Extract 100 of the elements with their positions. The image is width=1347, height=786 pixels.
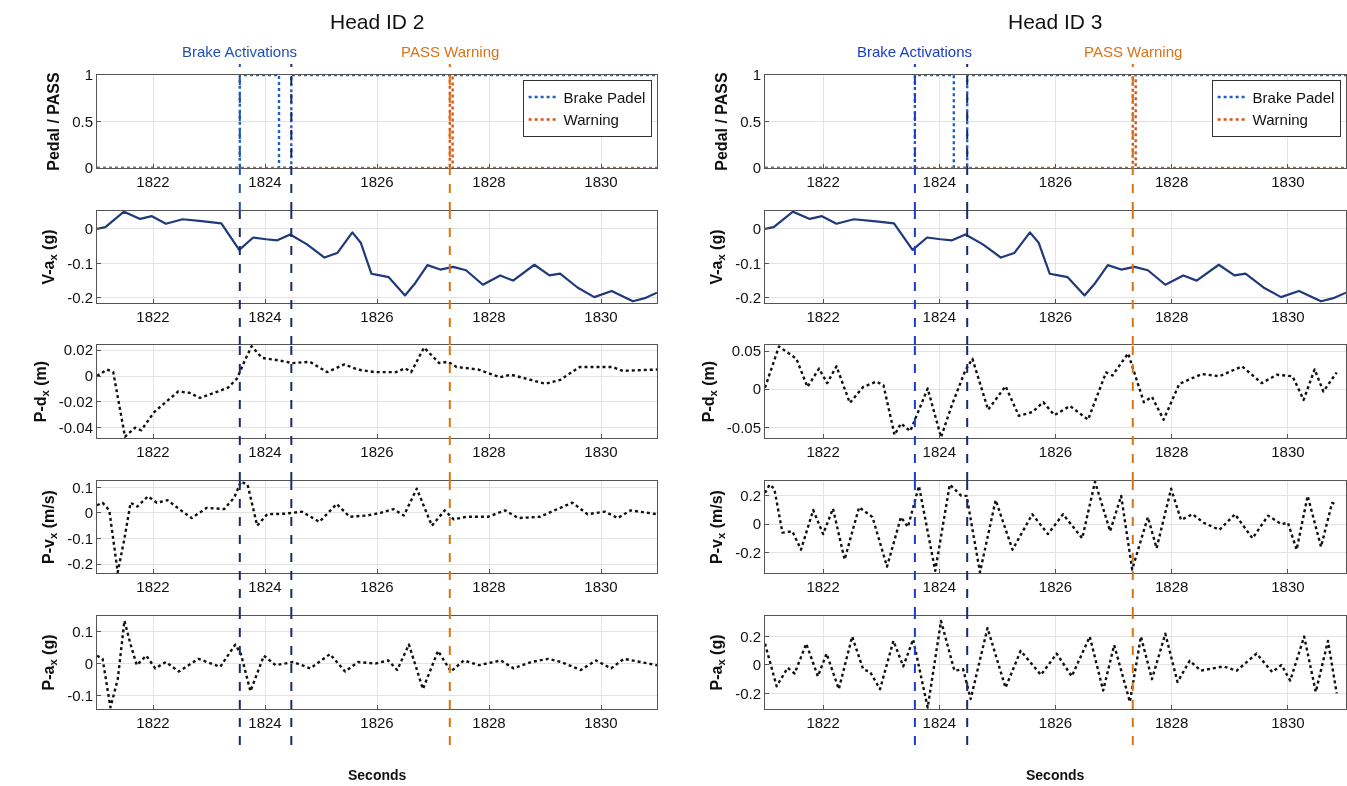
x-tick-label: 1828 [472,578,506,595]
y-tick-label: 0 [84,367,93,385]
y-axis-title: Pedal / PASS [713,71,731,171]
x-tick-label: 1822 [136,308,170,325]
x-tick-label: 1824 [248,578,282,595]
x-tick-label: 1828 [1155,173,1189,190]
y-tick-label: -0.2 [735,684,761,702]
x-tick-label: 1828 [1155,443,1189,460]
y-tick-label: 0.05 [731,342,761,360]
legend-label: Brake Padel [1252,88,1335,106]
x-tick-label: 1830 [584,443,618,460]
y-tick-label: 0 [752,220,761,238]
x-tick-label: 1830 [584,714,618,731]
line-series [97,619,657,709]
y-tick-label: 1 [752,66,761,84]
ref-line-label: Brake Activations [857,43,973,60]
x-tick-label: 1826 [1038,173,1073,190]
line-series [97,345,657,438]
x-tick-label: 1826 [1038,308,1073,325]
x-tick-label: 1830 [584,308,618,325]
legend-label: Warning [563,111,619,129]
y-tick-label: -0.05 [726,418,761,436]
x-axis-title: Seconds [348,767,407,783]
y-tick-label: 0 [84,654,93,672]
line-series [97,481,657,573]
y-tick-label: -0.1 [67,529,93,547]
x-tick-label: 1822 [136,578,170,595]
line-series [765,619,1338,709]
x-tick-label: 1830 [1271,714,1305,731]
ref-line-label: Brake Activations [182,43,298,60]
x-tick-label: 1822 [136,173,170,190]
x-tick-label: 1824 [922,443,956,460]
x-tick-label: 1826 [360,714,394,731]
y-tick-label: 0 [752,515,761,533]
x-tick-label: 1828 [1155,714,1189,731]
y-tick-label: -0.04 [58,418,93,436]
x-tick-label: 1824 [248,714,282,731]
ref-line-label: PASS Warning [401,43,500,60]
y-tick-label: -0.2 [735,543,761,561]
x-tick-label: 1830 [584,578,618,595]
x-tick-label: 1822 [806,443,840,460]
x-tick-label: 1830 [1271,578,1305,595]
y-tick-label: 0.1 [72,623,93,641]
x-tick-label: 1830 [1271,308,1305,325]
x-tick-label: 1830 [584,173,618,190]
x-tick-label: 1828 [472,714,506,731]
x-tick-label: 1828 [1155,578,1189,595]
x-tick-label: 1828 [472,443,506,460]
x-tick-label: 1828 [472,173,506,190]
chart-title: Head ID 3 [1008,10,1103,33]
legend-label: Brake Padel [563,88,646,106]
y-tick-label: 0.5 [72,112,93,130]
legend-label: Warning [1252,111,1308,129]
y-tick-label: 0.2 [740,627,761,645]
line-series [765,345,1338,438]
x-tick-label: 1824 [922,578,956,595]
x-tick-label: 1826 [1038,714,1073,731]
y-tick-label: -0.1 [67,254,93,272]
y-tick-label: -0.1 [735,254,761,272]
y-tick-label: 0 [84,159,93,177]
line-series [765,211,1346,303]
x-tick-label: 1826 [360,173,394,190]
x-tick-label: 1822 [136,443,170,460]
x-tick-label: 1824 [922,308,956,325]
x-tick-label: 1824 [248,308,282,325]
y-tick-label: -0.1 [67,686,93,704]
x-tick-label: 1826 [360,443,394,460]
y-tick-label: 0.2 [740,487,761,505]
x-tick-label: 1826 [1038,443,1073,460]
x-tick-label: 1826 [360,308,394,325]
y-tick-label: 0 [752,380,761,398]
chart-title: Head ID 2 [330,10,425,33]
x-tick-label: 1822 [136,714,170,731]
y-axis-title: Pedal / PASS [45,71,63,171]
x-tick-label: 1830 [1271,173,1305,190]
x-axis-title: Seconds [1026,767,1085,783]
x-tick-label: 1824 [248,173,282,190]
x-tick-label: 1822 [806,308,840,325]
x-tick-label: 1828 [472,308,506,325]
y-tick-label: 0 [84,504,93,522]
y-tick-label: -0.2 [735,289,761,307]
y-tick-label: 0.1 [72,478,93,496]
x-tick-label: 1822 [806,578,840,595]
x-tick-label: 1830 [1271,443,1305,460]
x-tick-label: 1824 [922,173,956,190]
x-tick-label: 1828 [1155,308,1189,325]
y-tick-label: -0.2 [67,289,93,307]
y-tick-label: 0.5 [740,112,761,130]
ref-line-label: PASS Warning [1084,43,1183,60]
x-tick-label: 1824 [248,443,282,460]
y-tick-label: -0.2 [67,555,93,573]
y-tick-label: 0 [752,159,761,177]
x-tick-label: 1824 [922,714,956,731]
x-tick-label: 1822 [806,714,840,731]
y-tick-label: -0.02 [58,393,93,411]
x-tick-label: 1826 [360,578,394,595]
line-series [97,211,657,303]
x-tick-label: 1822 [806,173,840,190]
y-tick-label: 0 [84,220,93,238]
y-tick-label: 0 [752,656,761,674]
